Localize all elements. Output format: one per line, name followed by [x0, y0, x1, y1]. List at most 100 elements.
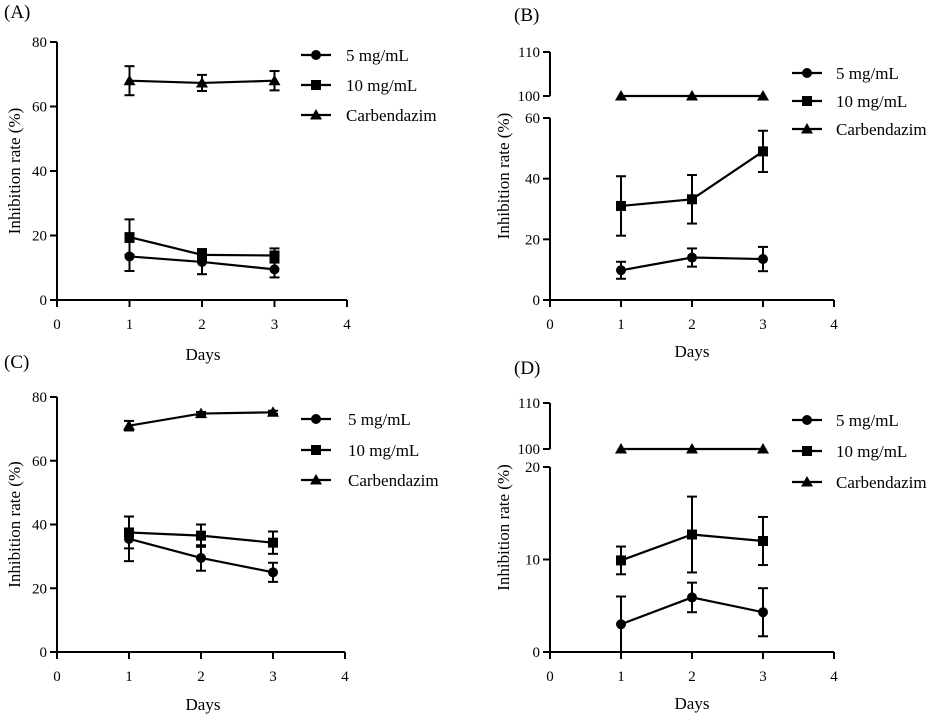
legend-label: 5 mg/mL: [836, 411, 899, 430]
legend-label: 5 mg/mL: [836, 64, 899, 83]
legend-marker: [310, 474, 322, 485]
x-tick-label: 1: [617, 317, 625, 333]
legend-label: Carbendazim: [348, 471, 439, 490]
y-tick-label: 60: [525, 111, 540, 127]
data-point: [197, 249, 207, 260]
y-tick-label: 40: [525, 172, 540, 188]
legend-label: Carbendazim: [346, 106, 437, 125]
data-point: [196, 530, 206, 541]
x-tick-label: 1: [617, 669, 625, 685]
data-point: [686, 443, 698, 454]
data-point: [269, 250, 280, 261]
data-point: [268, 567, 278, 578]
data-point: [687, 529, 697, 540]
data-point: [124, 527, 134, 538]
data-point: [687, 592, 697, 603]
x-tick-label: 3: [759, 669, 767, 685]
y-tick-label: 110: [518, 45, 540, 61]
y-tick-label: 0: [40, 293, 48, 309]
legend-label: 10 mg/mL: [836, 92, 907, 111]
y-tick-label: 20: [525, 232, 540, 248]
y-axis-label: Inhibition rate (%): [5, 461, 24, 588]
legend-marker: [311, 445, 321, 455]
legend-marker: [802, 415, 812, 425]
data-point: [124, 232, 135, 243]
y-tick-label: 100: [518, 89, 541, 105]
y-tick-label: 20: [525, 460, 540, 476]
x-tick-label: 2: [688, 317, 696, 333]
x-tick-label: 4: [343, 317, 351, 333]
y-axis-label: Inhibition rate (%): [5, 108, 24, 235]
x-tick-label: 3: [271, 317, 279, 333]
panel-label: (B): [514, 5, 539, 26]
data-point: [615, 443, 627, 454]
x-tick-label: 0: [53, 669, 61, 685]
legend-label: Carbendazim: [836, 120, 927, 139]
data-point: [757, 443, 769, 454]
panel-label: (C): [4, 352, 29, 373]
data-point: [269, 264, 280, 275]
y-tick-label: 10: [525, 553, 540, 569]
y-tick-label: 20: [32, 229, 47, 245]
x-tick-label: 4: [830, 669, 838, 685]
legend-label: 10 mg/mL: [346, 76, 417, 95]
y-axis-label: Inhibition rate (%): [494, 113, 513, 240]
series-circle: [616, 581, 768, 653]
series-triangle: [615, 90, 769, 101]
x-tick-label: 2: [198, 317, 206, 333]
y-tick-label: 0: [533, 645, 541, 661]
series-triangle: [123, 406, 279, 432]
legend-marker: [801, 123, 813, 134]
legend-marker: [802, 446, 812, 456]
y-tick-label: 0: [40, 645, 48, 661]
data-point: [615, 90, 627, 101]
data-point: [687, 194, 697, 205]
y-tick-label: 40: [32, 518, 47, 534]
data-point: [267, 406, 279, 417]
data-point: [268, 74, 281, 86]
legend-marker: [311, 414, 321, 424]
data-point: [195, 407, 207, 419]
data-point: [758, 536, 768, 546]
y-tick-label: 110: [518, 396, 540, 412]
y-tick-label: 80: [32, 390, 47, 406]
x-tick-label: 3: [759, 317, 767, 333]
panel-a: (A) 0 1 2 3 4 Days 0 20 40 60 80 Inhibition rate (%)…: [4, 2, 437, 364]
y-tick-label: 0: [533, 293, 541, 309]
x-tick-label: 0: [546, 669, 554, 685]
x-tick-label: 0: [546, 317, 554, 333]
x-tick-label: 2: [197, 669, 205, 685]
data-point: [616, 555, 626, 566]
y-tick-label: 40: [32, 164, 47, 180]
legend-marker: [802, 68, 812, 78]
data-point: [758, 607, 768, 618]
data-point: [687, 252, 697, 263]
series-square: [124, 218, 280, 264]
legend-label: 5 mg/mL: [348, 410, 411, 429]
series-circle: [616, 245, 768, 280]
legend-marker: [310, 109, 322, 120]
data-point: [123, 419, 135, 431]
data-point: [758, 254, 768, 265]
x-tick-label: 4: [341, 669, 349, 685]
series-square: [616, 129, 768, 237]
data-point: [616, 200, 626, 211]
x-tick-label: 1: [125, 669, 133, 685]
data-point: [758, 146, 768, 157]
series-triangle: [123, 65, 281, 97]
x-tick-label: 2: [688, 669, 696, 685]
legend-marker: [311, 50, 321, 60]
data-point: [616, 619, 626, 630]
panel-b: (B) 0 1 2 3 4 Days 0 20 40 60 100 110 Inhibition rate…: [494, 5, 927, 361]
legend-label: 10 mg/mL: [836, 442, 907, 461]
series-triangle: [615, 443, 769, 454]
panel-d: (D) 0 1 2 3 4 Days 0 10 20 100 110 Inhibition rate (…: [494, 358, 927, 713]
x-tick-label: 1: [126, 317, 134, 333]
y-tick-label: 80: [32, 35, 47, 51]
x-tick-label: 4: [830, 317, 838, 333]
y-tick-label: 100: [518, 442, 541, 458]
data-point: [686, 90, 698, 101]
data-point: [196, 76, 208, 88]
y-axis-label: Inhibition rate (%): [494, 464, 513, 591]
